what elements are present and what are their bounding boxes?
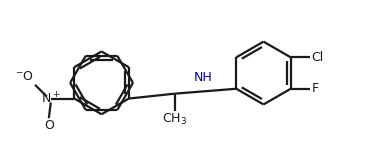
- Text: O: O: [44, 119, 54, 132]
- Text: CH$_3$: CH$_3$: [162, 112, 187, 127]
- Text: $^{-}$O: $^{-}$O: [15, 70, 34, 83]
- Text: Cl: Cl: [311, 51, 323, 64]
- Text: F: F: [311, 82, 318, 95]
- Text: NH: NH: [194, 71, 213, 84]
- Text: N$^+$: N$^+$: [41, 91, 61, 106]
